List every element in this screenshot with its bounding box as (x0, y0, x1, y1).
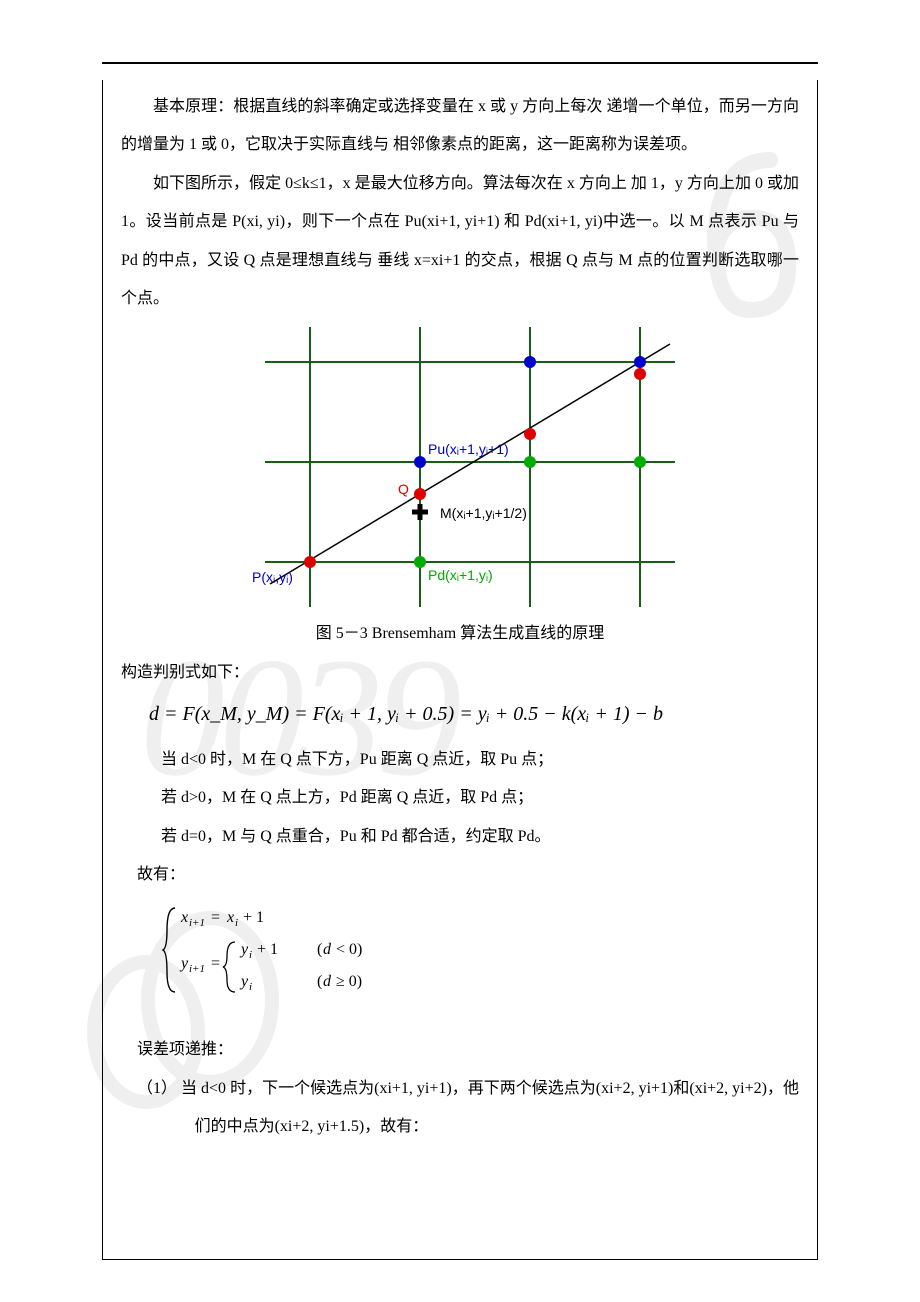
svg-text:+ 1: + 1 (257, 941, 278, 958)
svg-text:(: ( (317, 941, 322, 958)
svg-text:Pd(xᵢ+1,yᵢ): Pd(xᵢ+1,yᵢ) (428, 567, 493, 583)
svg-text:y: y (239, 973, 249, 990)
svg-text:i: i (235, 917, 238, 929)
svg-text:P(xᵢ,yᵢ): P(xᵢ,yᵢ) (252, 569, 293, 585)
svg-text:=: = (211, 955, 220, 972)
svg-text:x: x (226, 909, 234, 926)
paragraph-discriminant: 构造判别式如下： (121, 654, 799, 692)
header-rule (102, 62, 818, 64)
svg-text:d: d (323, 973, 332, 990)
svg-text:i: i (249, 981, 252, 993)
svg-text:Q: Q (398, 481, 409, 497)
svg-text:i+1: i+1 (189, 963, 205, 975)
svg-text:< 0): < 0) (336, 941, 362, 958)
paragraph-error-recur: 误差项递推： (121, 1031, 799, 1069)
svg-text:y: y (179, 955, 189, 972)
svg-text:x: x (180, 909, 188, 926)
case-d-pos: 若 d>0，M 在 Q 点上方，Pd 距离 Q 点近，取 Pd 点； (121, 779, 799, 817)
svg-text:M(xᵢ+1,yᵢ+1/2): M(xᵢ+1,yᵢ+1/2) (440, 505, 527, 521)
case-d-zero: 若 d=0，M 与 Q 点重合，Pu 和 Pd 都合适，约定取 Pd。 (121, 818, 799, 856)
case-d-neg: 当 d<0 时，M 在 Q 点下方，Pu 距离 Q 点近，取 Pu 点； (121, 741, 799, 779)
svg-text:(: ( (317, 973, 322, 990)
content-frame: 基本原理：根据直线的斜率确定或选择变量在 x 或 y 方向上每次 递增一个单位，… (102, 80, 818, 1260)
bresenham-diagram: P(xᵢ,yᵢ) Pu(xᵢ+1,yᵢ+1) Pd(xᵢ+1,yᵢ) Q M(xᵢ+1,… (240, 322, 680, 612)
svg-text:≥ 0): ≥ 0) (336, 973, 362, 990)
figure-caption: 图 5－3 Brensemham 算法生成直线的原理 (121, 616, 799, 651)
svg-text:=: = (211, 909, 220, 926)
paragraph-principle: 基本原理：根据直线的斜率确定或选择变量在 x 或 y 方向上每次 递增一个单位，… (121, 88, 799, 165)
paragraph-therefore: 故有： (121, 856, 799, 894)
svg-text:d: d (323, 941, 332, 958)
svg-text:i+1: i+1 (189, 917, 205, 929)
svg-text:Pu(xᵢ+1,yᵢ+1): Pu(xᵢ+1,yᵢ+1) (428, 441, 509, 457)
svg-text:d = F(x_M, y_M) = F(xᵢ + 1, yᵢ: d = F(x_M, y_M) = F(xᵢ + 1, yᵢ + 0.5) = … (149, 703, 663, 725)
page: 0039 基本原理：根据直线的斜率确定或选择变量在 x 或 y 方向上每次 递增… (0, 0, 920, 1302)
paragraph-setup: 如下图所示，假定 0≤k≤1，x 是最大位移方向。算法每次在 x 方向上 加 1… (121, 165, 799, 319)
svg-text:y: y (239, 941, 249, 958)
formula-d: d = F(x_M, y_M) = F(xᵢ + 1, yᵢ + 0.5) = … (149, 696, 709, 730)
svg-text:i: i (249, 949, 252, 961)
svg-text:+ 1: + 1 (243, 909, 264, 926)
list-item-1: （1） 当 d<0 时，下一个候选点为(xi+1, yi+1)，再下两个候选点为… (121, 1070, 799, 1147)
formula-recurrence: xi+1= xi+ 1yi+1=yi+ 1(d< 0)yi(d≥ 0) (161, 900, 421, 1000)
